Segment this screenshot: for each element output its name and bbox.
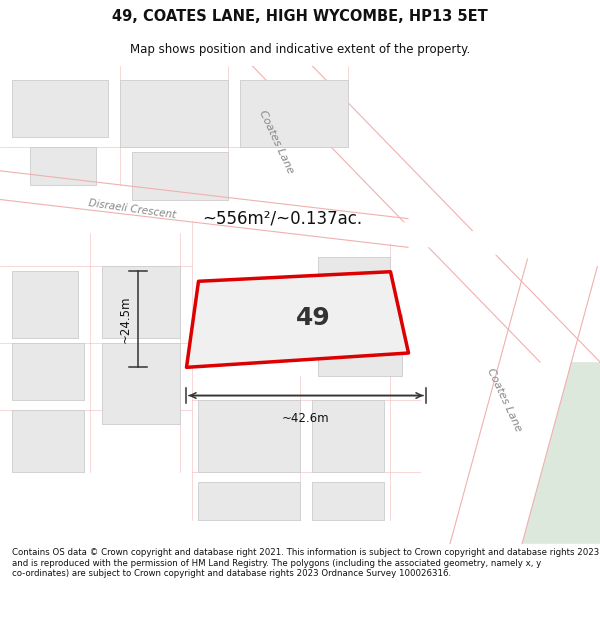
Text: 49: 49 — [296, 306, 331, 330]
Text: Map shows position and indicative extent of the property.: Map shows position and indicative extent… — [130, 42, 470, 56]
Text: Coates Lane: Coates Lane — [257, 109, 295, 176]
Text: ~556m²/~0.137ac.: ~556m²/~0.137ac. — [202, 209, 362, 227]
Text: ~24.5m: ~24.5m — [119, 295, 132, 343]
Text: Disraeli Crescent: Disraeli Crescent — [88, 198, 176, 220]
Text: ~42.6m: ~42.6m — [282, 412, 330, 425]
Text: Contains OS data © Crown copyright and database right 2021. This information is : Contains OS data © Crown copyright and d… — [12, 548, 599, 578]
Text: Coates Lane: Coates Lane — [485, 367, 523, 434]
Text: 49, COATES LANE, HIGH WYCOMBE, HP13 5ET: 49, COATES LANE, HIGH WYCOMBE, HP13 5ET — [112, 9, 488, 24]
